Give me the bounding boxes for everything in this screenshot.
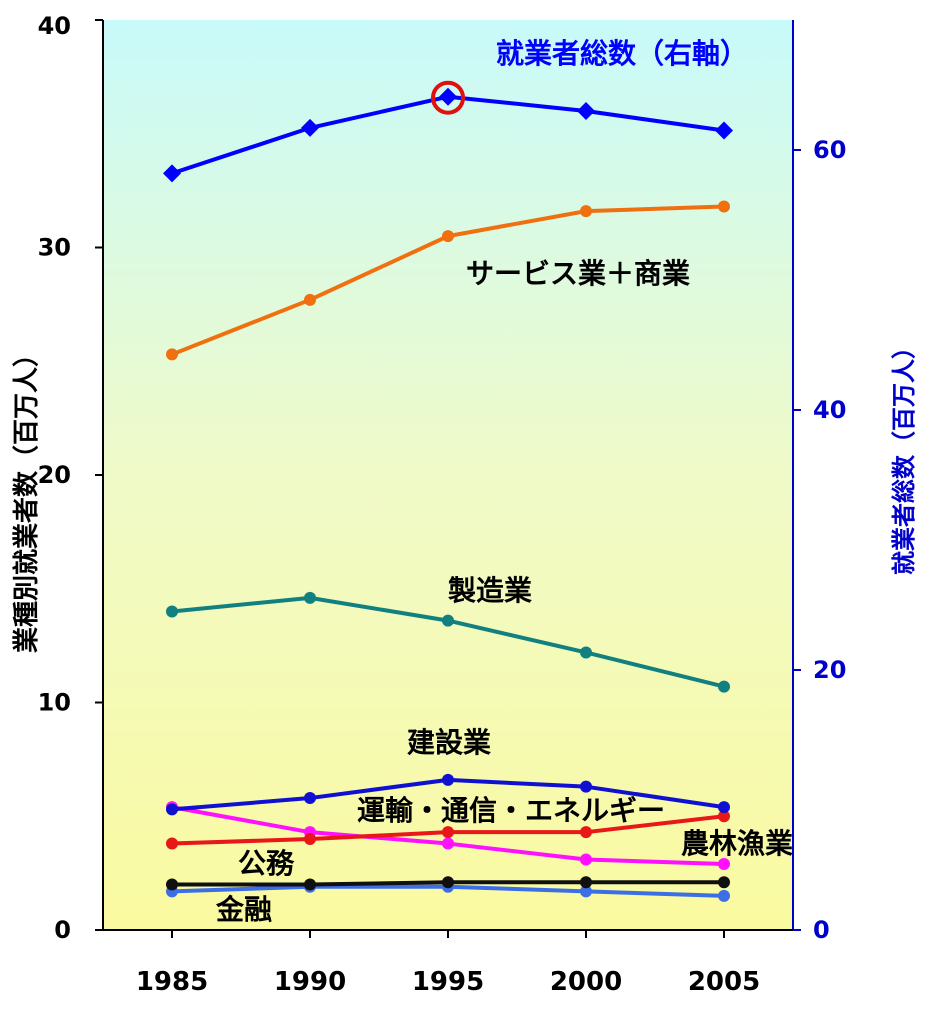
series-1-point: [718, 200, 730, 213]
y-left-tick-label: 40: [38, 12, 71, 40]
series-6-point: [718, 876, 730, 889]
series-7-point: [718, 889, 730, 902]
series-6-point: [166, 878, 178, 891]
series-1-point: [304, 293, 316, 306]
y-left-tick-label: 30: [38, 234, 71, 262]
y-left-tick-label: 20: [38, 461, 71, 489]
series-0-point: [715, 121, 733, 140]
series-6-point: [580, 876, 592, 889]
y-left-tick-label: 10: [38, 689, 71, 717]
y-right-tick-label: 0: [813, 916, 830, 944]
series-4-point: [304, 833, 316, 845]
x-tick-label: 2005: [688, 967, 760, 997]
y-right-tick-label: 40: [813, 396, 846, 424]
series-4-label: 運輸・通信・エネルギー: [357, 794, 665, 827]
y-axis-left-label: 業種別就業者数（百万人）: [12, 341, 42, 653]
series-2-point: [580, 646, 592, 659]
y-right-tick-label: 20: [813, 656, 846, 684]
series-6-point: [442, 876, 454, 889]
series-3-point: [304, 792, 316, 805]
series-4-point: [166, 837, 178, 850]
series-1-point: [580, 205, 592, 218]
series-3-point: [442, 773, 454, 786]
x-tick-label: 2000: [550, 967, 622, 997]
series-4-point: [442, 826, 454, 839]
series-0-label: 就業者総数（右軸）: [496, 37, 748, 70]
series-4-point: [580, 826, 592, 839]
series-2-point: [718, 680, 730, 693]
series-5-point: [580, 853, 592, 866]
series-3-point: [580, 780, 592, 793]
series-6-label: 公務: [238, 847, 295, 880]
series-2-label: 製造業: [448, 574, 532, 607]
series-0-point: [163, 164, 181, 183]
series-0-point: [439, 87, 457, 106]
y-axis-right-label: 就業者総数（百万人）: [890, 335, 918, 575]
series-2-point: [166, 605, 178, 618]
x-tick-label: 1985: [136, 967, 208, 997]
series-1-point: [166, 348, 178, 361]
series-6-point: [304, 878, 316, 891]
y-right-tick-label: 60: [813, 136, 846, 164]
series-3-point: [166, 803, 178, 816]
series-0-point: [577, 102, 595, 120]
series-1-point: [442, 230, 454, 243]
highlight-circle: [431, 80, 465, 115]
series-5-label: 農林漁業: [681, 827, 793, 860]
series-0-point: [301, 118, 319, 137]
series-7-point: [580, 885, 592, 898]
series-5-point: [442, 837, 454, 850]
x-tick-label: 1995: [412, 967, 484, 997]
series-2-point: [304, 591, 316, 604]
series-3-label: 建設業: [407, 726, 491, 759]
series-1-label: サービス業＋商業: [466, 257, 690, 290]
series-2-point: [442, 614, 454, 627]
series-7-label: 金融: [215, 893, 272, 926]
series-5-point: [718, 858, 730, 871]
series-3-point: [718, 801, 730, 814]
series-4-point: [718, 810, 730, 823]
x-tick-label: 1990: [274, 967, 346, 997]
y-left-tick-label: 0: [54, 916, 71, 944]
